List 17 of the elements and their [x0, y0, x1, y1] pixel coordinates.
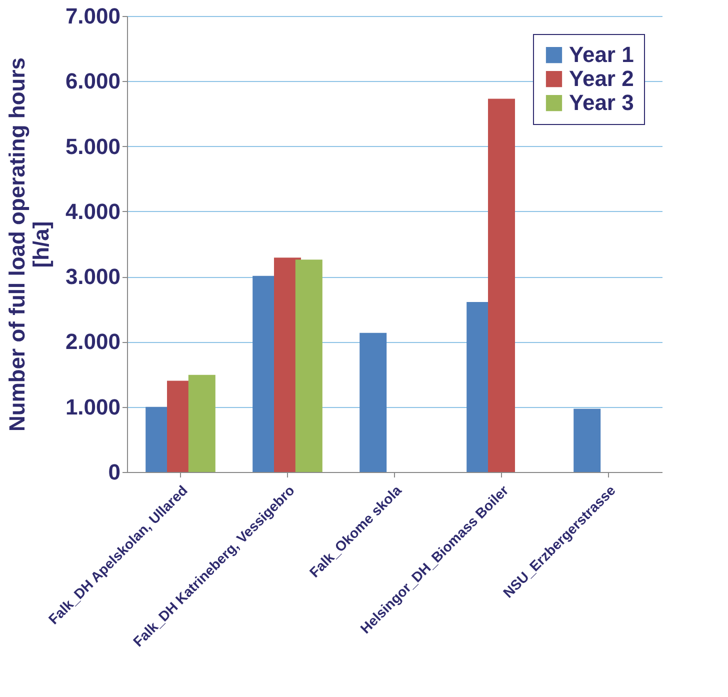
y-tick-label: 2.000: [65, 329, 120, 354]
y-tick-label: 5.000: [65, 134, 120, 159]
bar: [360, 332, 387, 472]
y-axis-title: Number of full load operating hours [h/a]: [4, 58, 54, 432]
y-tick-label: 6.000: [65, 68, 120, 94]
y-tick-label: 7.000: [65, 4, 120, 28]
y-tick-label: 4.000: [65, 198, 120, 224]
bar: [488, 98, 515, 472]
legend-label: Year 3: [569, 90, 634, 115]
y-tick-label: 0: [108, 460, 120, 484]
bar: [188, 374, 216, 472]
legend-label: Year 1: [569, 42, 634, 67]
y-tick-label: 3.000: [65, 264, 120, 290]
bar: [295, 260, 322, 472]
bar: [574, 408, 601, 472]
legend-label: Year 2: [569, 66, 634, 91]
y-tick-label: 1.000: [65, 394, 120, 420]
